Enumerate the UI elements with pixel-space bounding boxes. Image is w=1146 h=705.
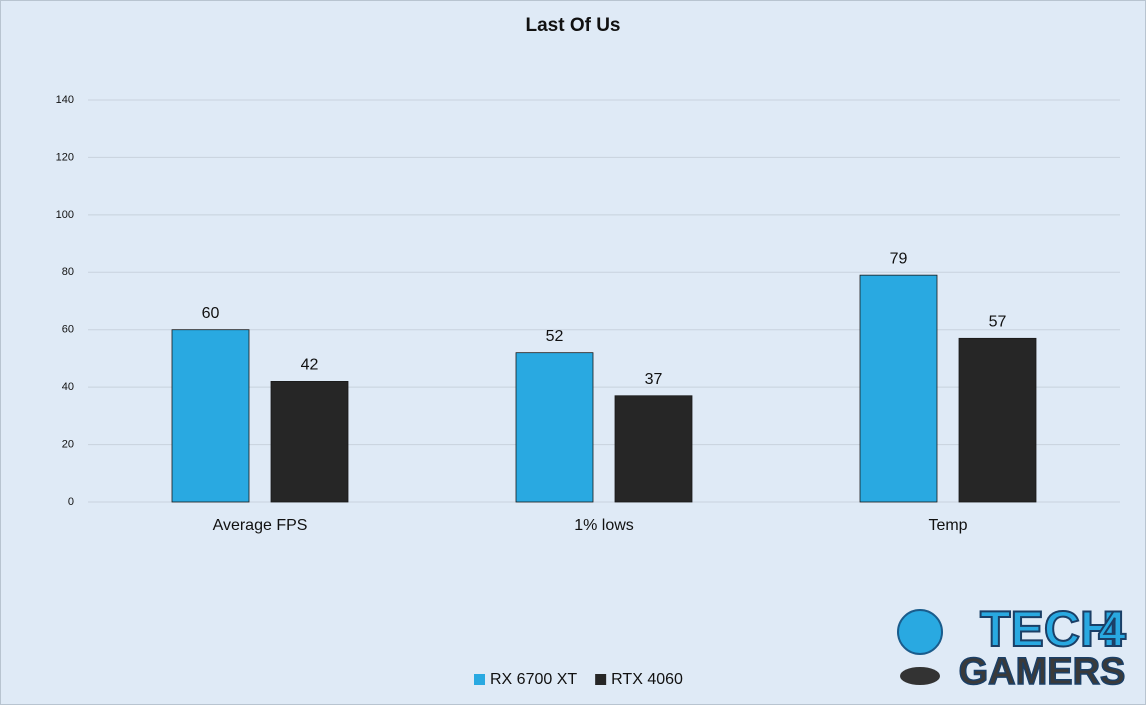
legend-label: RTX 4060 xyxy=(611,671,683,688)
legend-label: RX 6700 XT xyxy=(490,671,577,688)
y-tick-label: 0 xyxy=(68,496,74,508)
x-tick-label: Average FPS xyxy=(213,517,308,534)
y-tick-label: 40 xyxy=(62,381,74,393)
legend-swatch xyxy=(595,674,607,685)
y-tick-label: 140 xyxy=(56,94,74,106)
bar xyxy=(270,380,349,503)
value-label: 57 xyxy=(989,314,1007,331)
y-tick-label: 60 xyxy=(62,324,74,336)
chart-title: Last Of Us xyxy=(525,15,620,36)
logo: TECH 4 GAMERS xyxy=(897,600,1127,694)
bar xyxy=(958,337,1037,503)
logo-digit: 4 xyxy=(1098,601,1126,657)
bar xyxy=(614,395,693,503)
y-tick-label: 80 xyxy=(62,266,74,278)
bar xyxy=(859,274,938,503)
y-tick-label: 100 xyxy=(56,209,74,221)
value-label: 42 xyxy=(301,357,319,374)
y-tick-label: 20 xyxy=(62,438,74,450)
value-label: 52 xyxy=(546,328,564,345)
bar xyxy=(515,352,594,503)
logo-word: GAMERS xyxy=(959,651,1126,693)
bar xyxy=(171,329,250,503)
value-label: 37 xyxy=(645,371,663,388)
legend-swatch xyxy=(474,674,485,685)
y-tick-label: 120 xyxy=(56,151,74,163)
value-label: 79 xyxy=(890,250,908,267)
value-label: 60 xyxy=(202,305,220,322)
logo-word: TECH xyxy=(980,601,1116,657)
x-tick-label: 1% lows xyxy=(574,517,634,534)
x-tick-label: Temp xyxy=(928,517,967,534)
